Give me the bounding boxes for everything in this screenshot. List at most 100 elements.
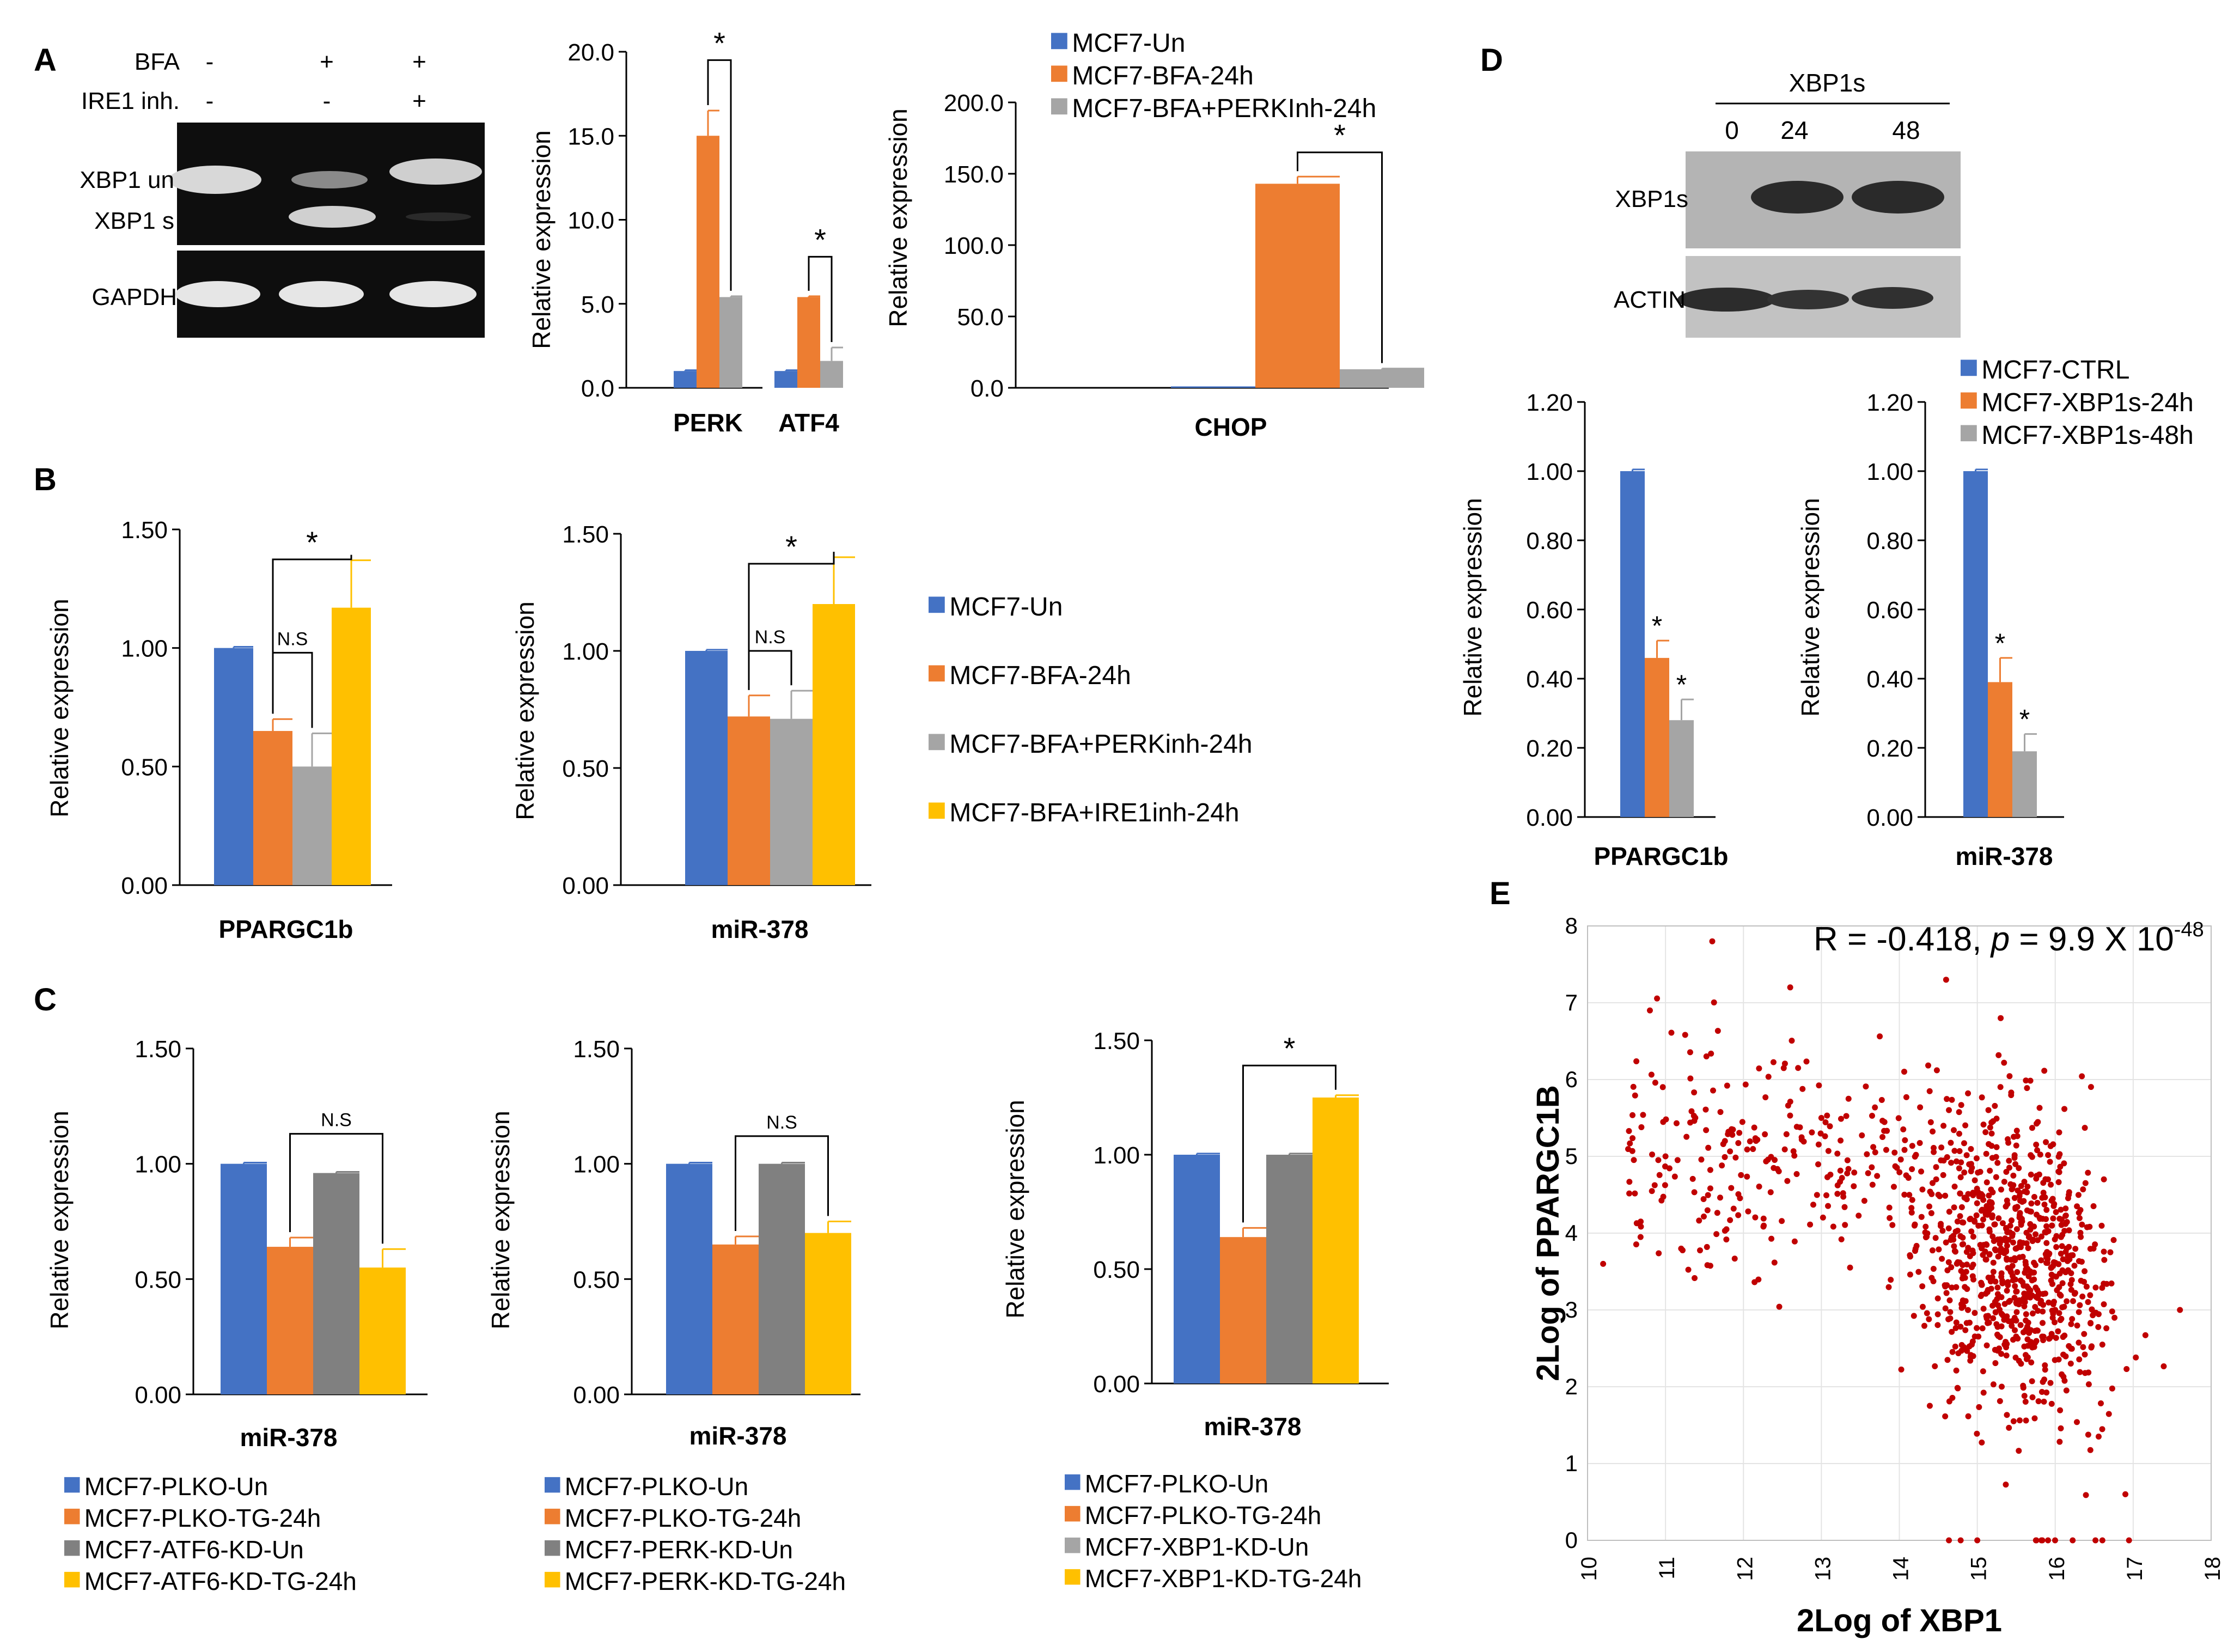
scatter-point	[1830, 1223, 1836, 1230]
scatter-point	[2031, 1194, 2037, 1200]
legend-swatch	[545, 1477, 560, 1493]
scatter-point	[1869, 1113, 1875, 1119]
scatter-point	[1952, 1248, 1959, 1255]
scatter-point	[1683, 1133, 1690, 1140]
y-tick-label: 3	[1565, 1297, 1578, 1322]
significance-bracket	[735, 1135, 829, 1232]
scatter-point	[2026, 1330, 2032, 1336]
scatter-point	[2013, 1226, 2020, 1233]
bar	[774, 371, 797, 388]
legend-label: MCF7-PERK-KD-TG-24h	[565, 1567, 846, 1595]
scatter-point	[1959, 1241, 1966, 1248]
scatter-point	[2062, 1353, 2069, 1360]
scatter-point	[1995, 1052, 2002, 1058]
legend-label: MCF7-XBP1s-24h	[1981, 388, 2193, 417]
scatter-point	[2081, 1278, 2087, 1285]
scatter-point	[1745, 1208, 1751, 1215]
scatter-point	[2036, 1215, 2043, 1221]
y-tick-label: 150.0	[944, 161, 1004, 188]
scatter-point	[2040, 1308, 2046, 1315]
scatter-point	[2023, 1240, 2030, 1247]
scatter-point	[2042, 1194, 2048, 1200]
scatter-point	[1891, 1149, 1898, 1156]
scatter-point	[1823, 1192, 1830, 1199]
scatter-point	[2101, 1257, 2108, 1263]
scatter-point	[2046, 1251, 2052, 1258]
scatter-point	[1949, 1394, 1956, 1401]
scatter-point	[2070, 1298, 2076, 1304]
scatter-point	[1971, 1309, 1978, 1316]
scatter-point	[1807, 1221, 1814, 1228]
significance-star: *	[1284, 1031, 1296, 1065]
scatter-point	[1970, 1192, 1976, 1198]
scatter-point	[2043, 1216, 2049, 1222]
scatter-point	[1926, 1316, 1932, 1322]
bar	[674, 371, 697, 388]
scatter-point	[1791, 1153, 1798, 1159]
scatter-point	[1948, 1160, 1955, 1166]
scatter-point	[2076, 1356, 2083, 1363]
legend-label: MCF7-CTRL	[1981, 356, 2129, 385]
scatter-point	[2022, 1398, 2029, 1405]
scatter-point	[1988, 1130, 1995, 1137]
scatter-point	[1918, 1168, 1925, 1175]
scatter-point	[1953, 1319, 1960, 1326]
scatter-point	[1632, 1092, 1638, 1099]
chart-a-chop: 0.0 50.0 100.0 150.0 200.0 Relative expressio…	[884, 90, 1424, 441]
scatter-point	[1742, 1081, 1749, 1088]
legend-swatch	[1051, 33, 1067, 50]
scatter-point	[2058, 1216, 2065, 1223]
scatter-point	[1648, 1071, 1655, 1078]
scatter-point	[2017, 1197, 2023, 1204]
scatter-point	[1859, 1132, 1865, 1138]
legend-label: MCF7-BFA-24h	[1072, 62, 1253, 90]
scatter-point	[1983, 1242, 1990, 1248]
gel-a-ire1-sign-3: +	[412, 88, 426, 114]
scatter-point	[2003, 1168, 2010, 1175]
legend-swatch	[1051, 98, 1067, 115]
scatter-point	[1988, 1143, 1995, 1149]
gel-a-band-gapdh-lane3	[389, 281, 477, 307]
scatter-point	[1760, 1215, 1767, 1222]
legend-swatch	[929, 665, 945, 682]
scatter-point	[2063, 1387, 2070, 1394]
y-tick-label: 1.50	[573, 1036, 620, 1063]
scatter-point	[1987, 1124, 1993, 1131]
y-tick-label: 1.50	[135, 1036, 181, 1063]
scatter-point	[1926, 1088, 1933, 1094]
scatter-point	[2057, 1163, 2064, 1170]
scatter-point	[1822, 1119, 1829, 1125]
scatter-point	[1980, 1121, 1987, 1128]
scatter-point	[2076, 1258, 2082, 1264]
scatter-point	[2089, 1343, 2095, 1350]
category-label: CHOP	[1195, 413, 1267, 441]
y-tick-label: 1.20	[1866, 389, 1913, 416]
bar	[697, 136, 719, 388]
legend-swatch	[64, 1477, 80, 1493]
scatter-point	[1951, 1204, 1957, 1211]
scatter-point	[2019, 1253, 2026, 1260]
scatter-point	[2018, 1219, 2024, 1226]
scatter-point	[2038, 1233, 2044, 1240]
scatter-point	[1971, 1177, 1978, 1184]
scatter-point	[2013, 1300, 2020, 1307]
scatter-point	[2092, 1537, 2099, 1544]
scatter-point	[1966, 1161, 1973, 1168]
scatter-point	[1937, 1223, 1944, 1229]
scatter-point	[1949, 1349, 1956, 1355]
scatter-point	[1872, 1149, 1878, 1156]
y-axis-label: Relative expression	[1458, 498, 1487, 716]
scatter-point	[1957, 1537, 1964, 1544]
scatter-point	[2048, 1271, 2055, 1278]
y-tick-label: 8	[1565, 913, 1578, 938]
scatter-point	[2108, 1280, 2115, 1287]
scatter-point	[2079, 1221, 2085, 1228]
scatter-point	[2020, 1385, 2027, 1391]
scatter-point	[1761, 1222, 1767, 1229]
legend-swatch	[1065, 1505, 1081, 1522]
y-tick-label: 0.00	[1526, 804, 1573, 831]
scatter-point	[1980, 1368, 1986, 1375]
gel-a-ire1-label: IRE1 inh.	[81, 88, 180, 114]
scatter-point	[1900, 1126, 1907, 1133]
scatter-point	[1717, 1109, 1724, 1115]
